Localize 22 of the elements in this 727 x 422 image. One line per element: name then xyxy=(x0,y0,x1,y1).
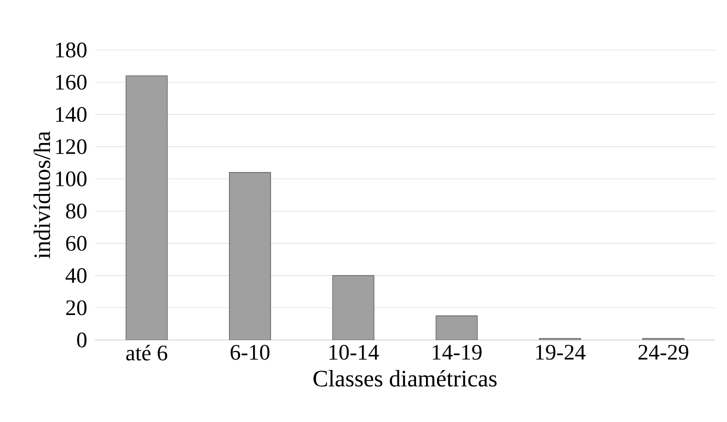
x-tick-label: 24-29 xyxy=(638,344,688,360)
x-tick-label: até 6 xyxy=(126,344,168,360)
x-tick-label: 14-19 xyxy=(432,344,482,360)
y-axis-title: indivíduos/ha xyxy=(34,131,50,259)
y-tick-label: 140 xyxy=(56,106,86,122)
x-axis-title: Classes diamétricas xyxy=(314,370,497,387)
x-tick-label: 10-14 xyxy=(329,344,379,360)
x-tick-label: 6-10 xyxy=(230,344,270,360)
y-tick-label: 40 xyxy=(66,268,86,284)
y-tick-label: 60 xyxy=(66,236,86,251)
y-tick-label: 180 xyxy=(56,42,86,58)
y-tick-label: 20 xyxy=(66,300,86,316)
x-tick-label: 19-24 xyxy=(536,344,586,360)
y-tick-label: 100 xyxy=(56,171,86,186)
bar xyxy=(229,172,271,340)
bar xyxy=(332,275,374,340)
bar xyxy=(436,316,478,340)
y-tick-label: 160 xyxy=(56,74,86,90)
y-tick-label: 0 xyxy=(77,332,86,348)
y-tick-label: 80 xyxy=(66,204,86,219)
y-tick-label: 120 xyxy=(56,139,86,154)
bar xyxy=(126,75,168,340)
